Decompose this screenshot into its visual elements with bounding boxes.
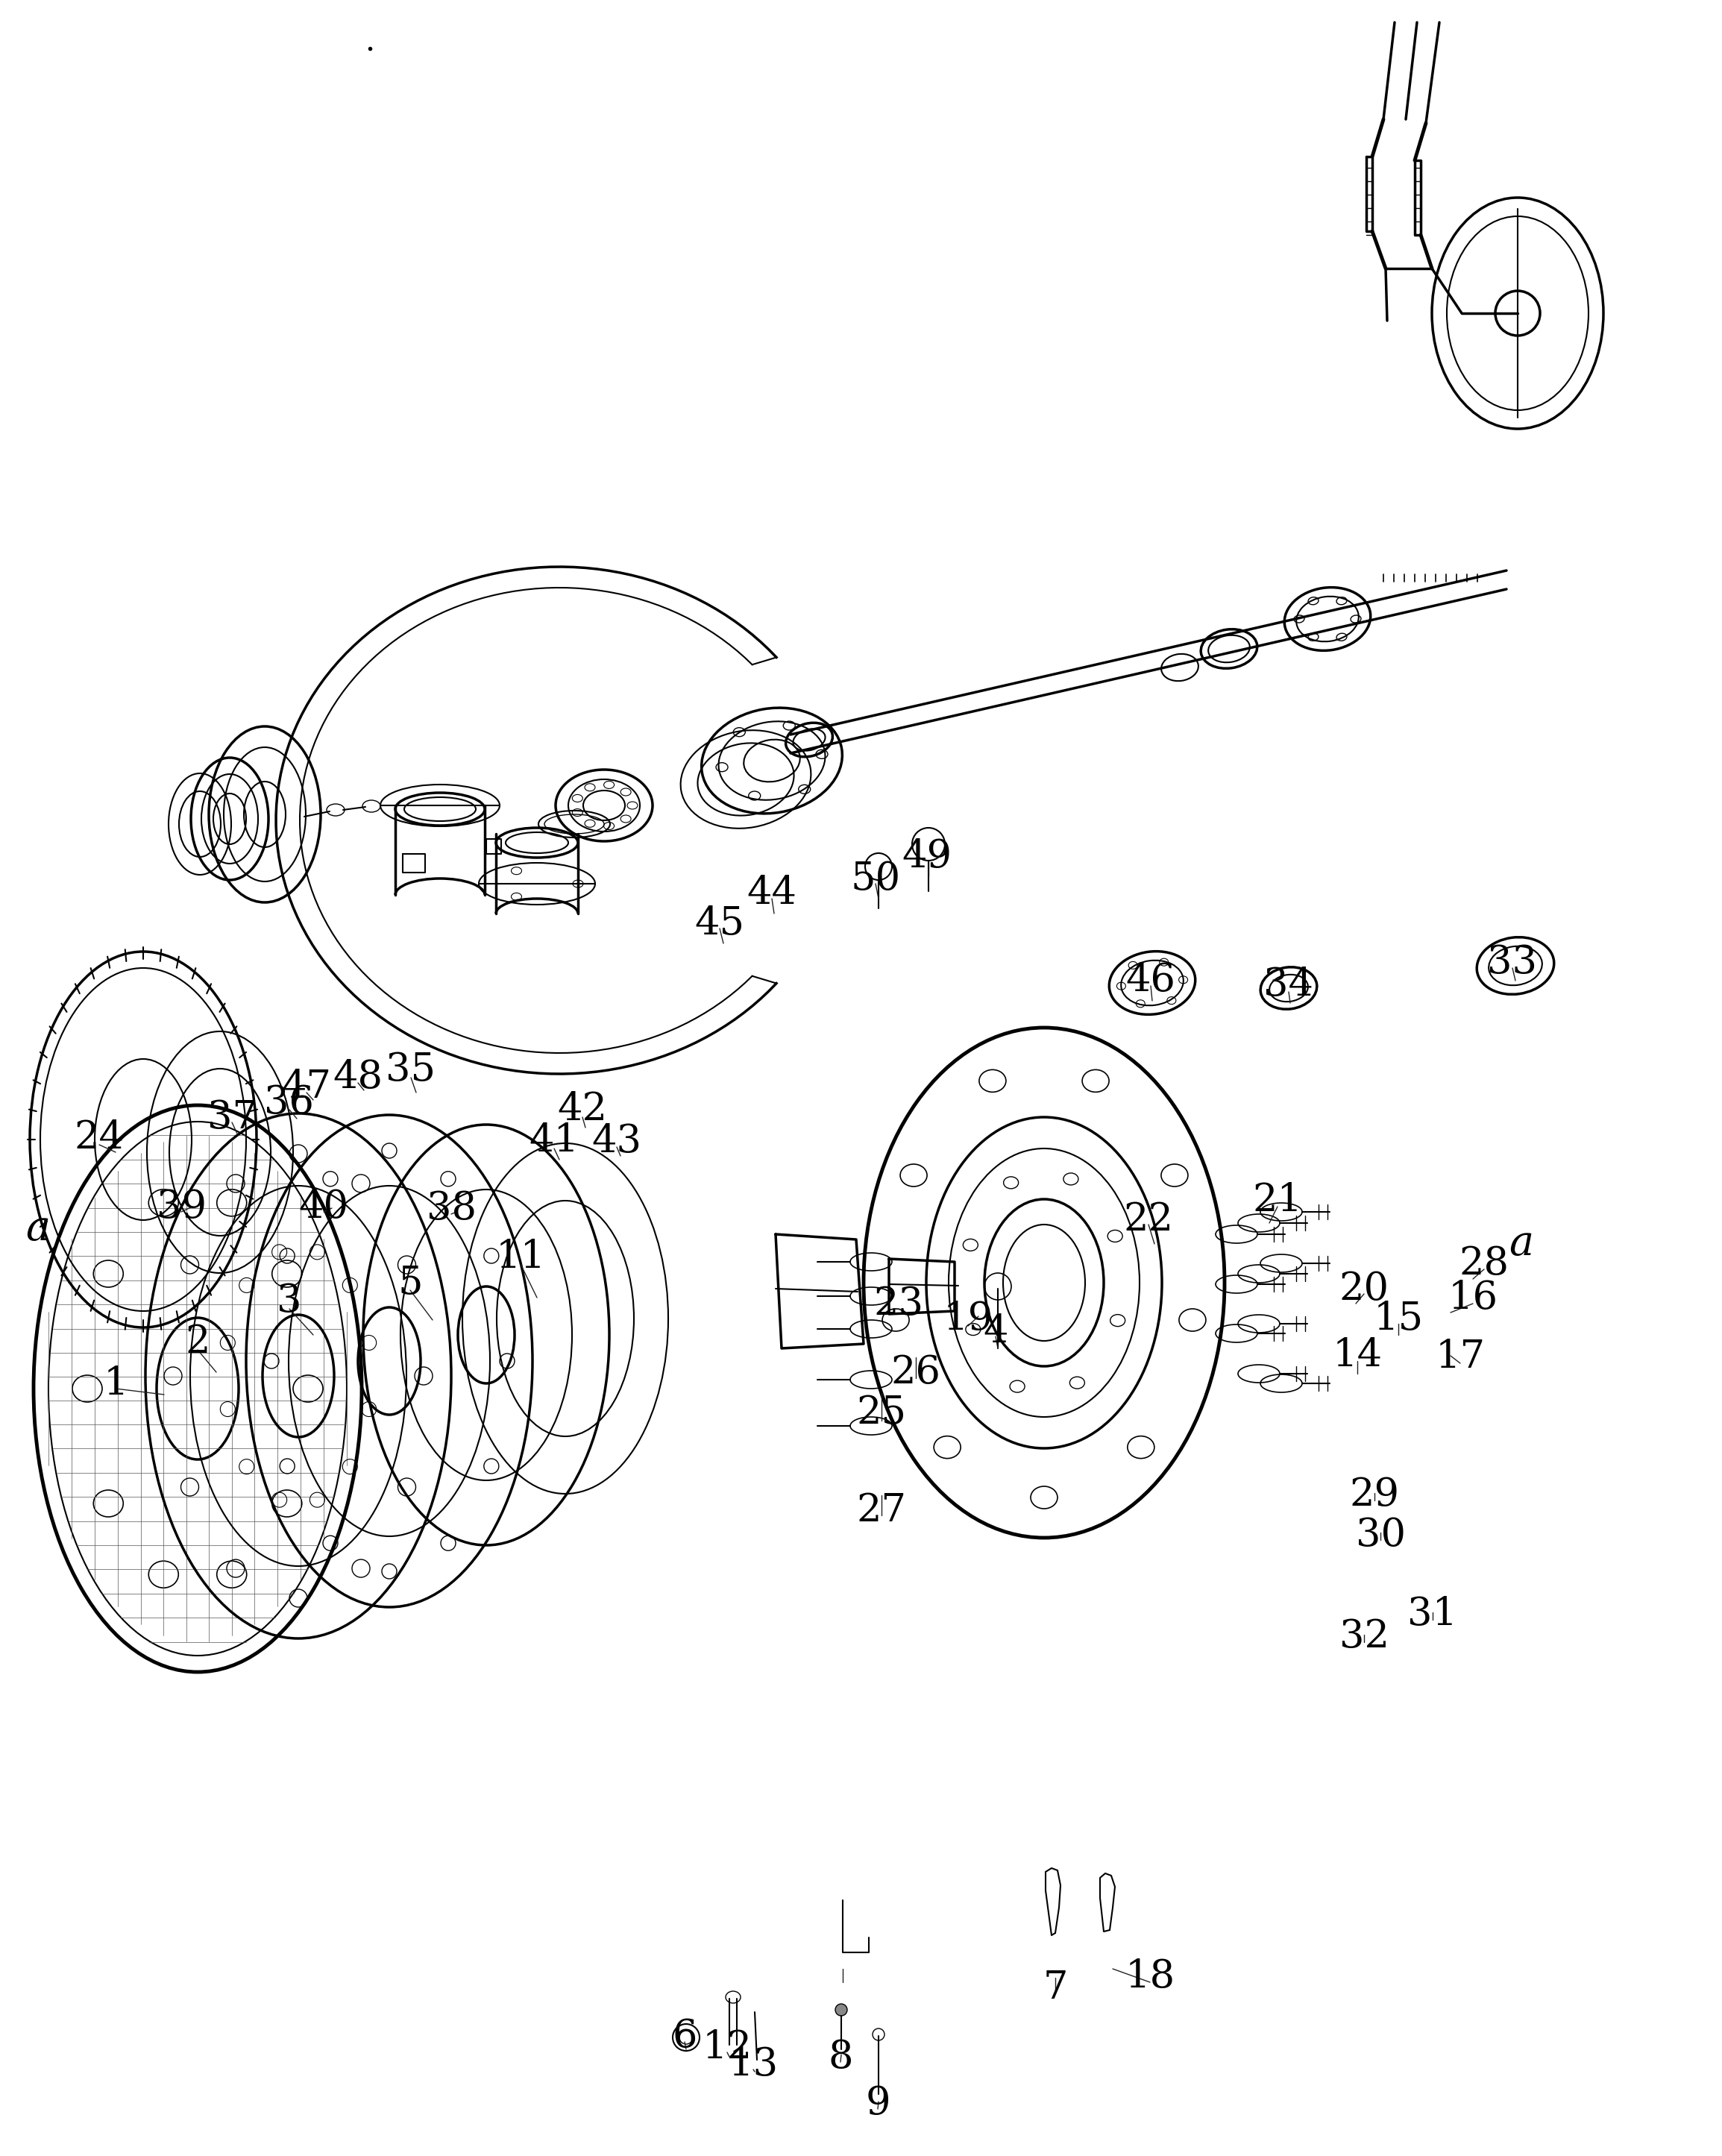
Text: 4: 4 xyxy=(983,1313,1007,1350)
Text: 37: 37 xyxy=(207,1097,257,1136)
Text: 22: 22 xyxy=(1123,1201,1173,1238)
Text: 2: 2 xyxy=(186,1324,210,1360)
Text: 3: 3 xyxy=(277,1283,301,1319)
Text: 17: 17 xyxy=(1434,1339,1486,1376)
Text: 12: 12 xyxy=(703,2029,753,2065)
Text: 41: 41 xyxy=(529,1121,579,1160)
Text: 9: 9 xyxy=(864,2085,890,2122)
Text: 34: 34 xyxy=(1264,966,1314,1003)
Text: a: a xyxy=(1508,1222,1534,1263)
Text: 15: 15 xyxy=(1372,1300,1424,1337)
Text: 32: 32 xyxy=(1340,1617,1390,1656)
Text: 5: 5 xyxy=(398,1263,422,1302)
Text: 14: 14 xyxy=(1333,1337,1383,1376)
Ellipse shape xyxy=(835,2003,847,2016)
Text: 31: 31 xyxy=(1407,1595,1457,1634)
Text: 8: 8 xyxy=(828,2037,852,2076)
Text: 33: 33 xyxy=(1488,942,1538,981)
Text: 20: 20 xyxy=(1340,1270,1390,1309)
Text: 43: 43 xyxy=(592,1121,642,1160)
Text: 19: 19 xyxy=(944,1300,994,1337)
Text: 28: 28 xyxy=(1459,1244,1508,1283)
Text: 21: 21 xyxy=(1252,1181,1302,1220)
Text: 47: 47 xyxy=(281,1069,332,1106)
Text: 25: 25 xyxy=(856,1395,906,1432)
Text: 35: 35 xyxy=(386,1052,436,1089)
Text: 24: 24 xyxy=(74,1119,124,1156)
Text: 29: 29 xyxy=(1350,1477,1400,1514)
Text: 26: 26 xyxy=(890,1354,940,1391)
Text: 36: 36 xyxy=(265,1082,315,1121)
Text: 42: 42 xyxy=(558,1091,608,1130)
Text: 44: 44 xyxy=(747,875,797,912)
Text: 49: 49 xyxy=(902,837,952,875)
Text: 48: 48 xyxy=(332,1059,382,1097)
Text: 13: 13 xyxy=(728,2046,778,2083)
Text: 27: 27 xyxy=(856,1492,906,1529)
Text: 46: 46 xyxy=(1126,962,1176,1000)
Text: 6: 6 xyxy=(672,2016,697,2055)
Text: 45: 45 xyxy=(694,903,744,942)
Text: 7: 7 xyxy=(1044,1968,1068,2007)
Text: 1: 1 xyxy=(103,1365,127,1401)
Text: 50: 50 xyxy=(851,860,901,897)
Text: 38: 38 xyxy=(427,1190,477,1227)
Text: 39: 39 xyxy=(157,1188,207,1225)
Text: 30: 30 xyxy=(1355,1516,1405,1554)
Text: 23: 23 xyxy=(873,1285,923,1322)
Text: 11: 11 xyxy=(496,1238,546,1276)
Text: 18: 18 xyxy=(1124,1958,1174,1994)
Text: a: a xyxy=(26,1210,50,1250)
Text: 16: 16 xyxy=(1448,1279,1498,1317)
Text: 40: 40 xyxy=(298,1188,348,1225)
